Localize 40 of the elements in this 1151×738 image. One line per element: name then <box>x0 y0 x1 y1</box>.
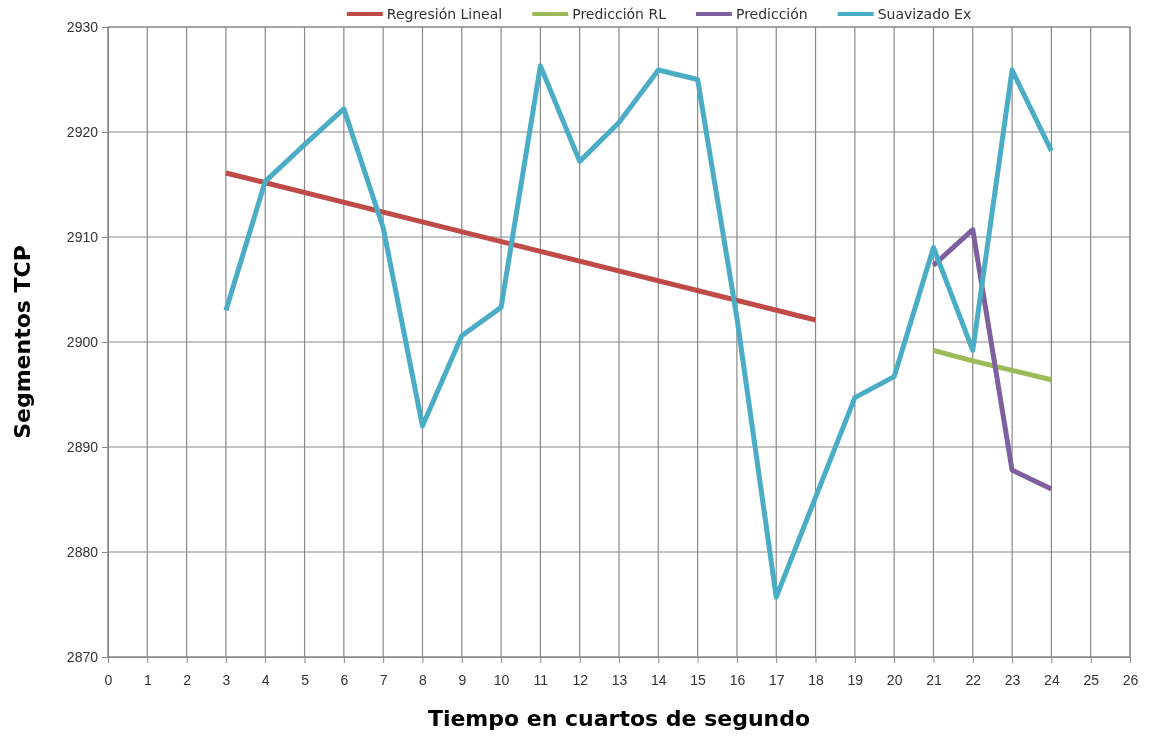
x-tick-label: 10 <box>493 671 510 688</box>
x-tick-label: 25 <box>1083 671 1100 688</box>
x-tick-label: 26 <box>1122 671 1139 688</box>
y-tick-label: 2870 <box>66 648 99 665</box>
x-tick-label: 15 <box>690 671 707 688</box>
legend-label: Regresión Lineal <box>386 6 503 22</box>
x-tick-label: 16 <box>729 671 746 688</box>
legend-label: Predicción <box>735 6 808 22</box>
x-tick-label: 0 <box>104 671 113 688</box>
x-tick-label: 17 <box>768 671 785 688</box>
x-tick-label: 20 <box>886 671 903 688</box>
y-tick-label: 2900 <box>66 333 99 350</box>
x-tick-label: 23 <box>1004 671 1021 688</box>
y-tick-label: 2880 <box>66 543 99 560</box>
x-tick-label: 13 <box>611 671 628 688</box>
x-tick-label: 8 <box>419 671 428 688</box>
x-tick-label: 7 <box>379 671 388 688</box>
x-tick-label: 1 <box>143 671 152 688</box>
y-tick-label: 2910 <box>66 228 99 245</box>
x-tick-label: 3 <box>222 671 231 688</box>
x-tick-label: 21 <box>926 671 942 688</box>
x-tick-label: 4 <box>261 671 270 688</box>
y-tick-label: 2920 <box>66 123 99 140</box>
x-tick-label: 12 <box>572 671 589 688</box>
x-tick-label: 18 <box>808 671 825 688</box>
y-tick-label: 2890 <box>66 438 99 455</box>
y-tick-label: 2930 <box>66 18 99 35</box>
x-tick-label: 14 <box>651 671 667 688</box>
y-axis-title: Segmentos TCP <box>10 245 35 439</box>
x-axis-title: Tiempo en cuartos de segundo <box>427 706 811 731</box>
legend-label: Suavizado Ex <box>877 6 972 22</box>
x-tick-label: 22 <box>965 671 982 688</box>
x-tick-label: 24 <box>1044 671 1060 688</box>
x-tick-label: 9 <box>458 671 467 688</box>
x-tick-label: 6 <box>340 671 349 688</box>
legend-label: Predicción RL <box>572 6 667 22</box>
x-tick-label: 5 <box>301 671 310 688</box>
x-tick-label: 11 <box>533 671 549 688</box>
x-tick-label: 19 <box>847 671 864 688</box>
x-tick-label: 2 <box>183 671 192 688</box>
